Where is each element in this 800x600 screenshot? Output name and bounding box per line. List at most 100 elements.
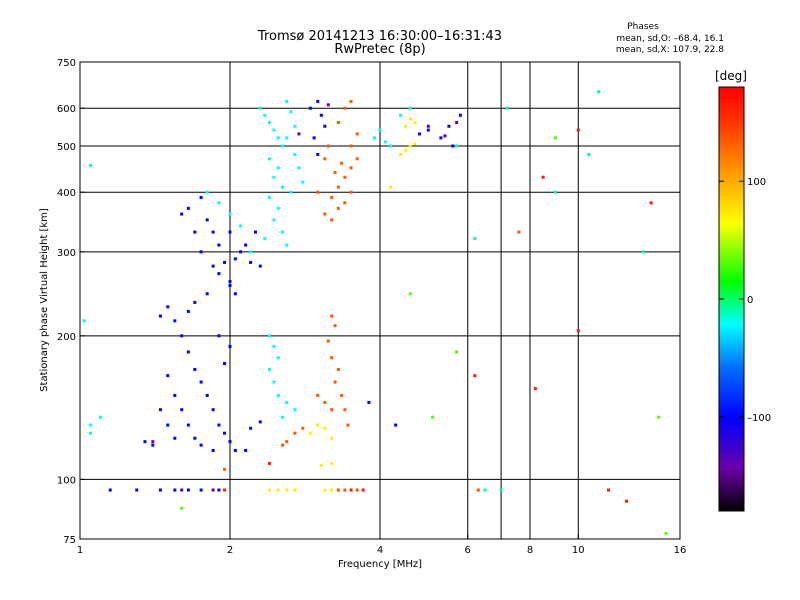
y-tick-label: 750: [57, 58, 76, 69]
data-point: [180, 488, 184, 492]
data-point: [451, 144, 455, 148]
data-point: [258, 264, 262, 268]
y-tick-label: 400: [57, 188, 76, 199]
data-point: [499, 488, 503, 492]
data-point: [293, 152, 297, 156]
chart-title: Tromsø 20141213 16:30:00–16:31:43: [257, 29, 502, 44]
data-point: [330, 195, 334, 199]
data-point: [228, 283, 232, 287]
data-point: [316, 190, 320, 194]
data-point: [361, 488, 365, 492]
y-tick-label: 100: [57, 475, 76, 486]
data-point: [82, 319, 86, 323]
data-point: [272, 128, 276, 132]
data-point: [228, 440, 232, 444]
data-point: [455, 144, 459, 148]
data-point: [373, 136, 377, 140]
data-point: [403, 124, 407, 128]
data-point: [211, 264, 215, 268]
x-tick-label: 10: [572, 545, 585, 556]
x-tick-label: 8: [527, 545, 533, 556]
data-point: [458, 113, 462, 117]
grid-layer: [80, 62, 680, 539]
data-point: [367, 400, 371, 404]
data-point: [349, 190, 353, 194]
data-point: [89, 423, 93, 427]
data-point: [186, 206, 190, 210]
data-point: [239, 250, 243, 254]
data-point: [319, 463, 323, 467]
data-point: [349, 166, 353, 170]
data-point: [249, 260, 253, 264]
data-point: [180, 506, 184, 510]
data-point: [244, 243, 248, 247]
data-point: [199, 250, 203, 254]
data-point: [228, 230, 232, 234]
data-point: [664, 532, 668, 536]
data-point: [517, 230, 521, 234]
data-point: [326, 144, 330, 148]
data-point: [276, 356, 280, 360]
data-points-layer: [82, 90, 668, 536]
data-point: [267, 157, 271, 161]
x-axis-label: Frequency [MHz]: [338, 559, 422, 570]
data-point: [323, 400, 327, 404]
data-point: [431, 415, 435, 419]
data-point: [281, 185, 285, 189]
data-point: [249, 250, 253, 254]
data-point: [343, 408, 347, 412]
data-point: [316, 423, 320, 427]
data-point: [89, 164, 93, 168]
data-point: [483, 488, 487, 492]
data-point: [267, 121, 271, 125]
data-point: [389, 185, 393, 189]
data-point: [233, 292, 237, 296]
data-point: [223, 260, 227, 264]
data-point: [211, 230, 215, 234]
data-point: [267, 334, 271, 338]
data-point: [349, 99, 353, 103]
data-point: [217, 272, 221, 276]
data-point: [408, 292, 412, 296]
data-point: [249, 426, 253, 430]
data-point: [228, 279, 232, 283]
data-point: [272, 175, 276, 179]
data-point: [199, 195, 203, 199]
data-point: [173, 393, 177, 397]
data-point: [389, 144, 393, 148]
data-point: [263, 236, 267, 240]
data-point: [326, 339, 330, 343]
data-point: [340, 393, 344, 397]
data-point: [166, 423, 170, 427]
data-point: [455, 121, 459, 125]
data-point: [533, 387, 537, 391]
data-point: [426, 124, 430, 128]
data-point: [349, 144, 353, 148]
data-point: [408, 144, 412, 148]
data-point: [228, 344, 232, 348]
data-point: [186, 423, 190, 427]
data-point: [199, 443, 203, 447]
data-point: [151, 440, 155, 444]
data-point: [205, 292, 209, 296]
data-point: [343, 106, 347, 110]
data-point: [355, 132, 359, 136]
y-tick-label: 200: [57, 332, 76, 343]
tick-layer: 1 2 4 6 8 10 16 75 100 200 300 400 500 600 750: [57, 58, 686, 556]
data-point: [267, 488, 271, 492]
data-point: [99, 415, 103, 419]
data-point: [180, 212, 184, 216]
data-point: [276, 206, 280, 210]
data-point: [173, 488, 177, 492]
data-point: [272, 380, 276, 384]
plot-frame: [79, 61, 681, 540]
data-point: [333, 170, 337, 174]
data-point: [319, 113, 323, 117]
data-point: [276, 136, 280, 140]
data-point: [383, 140, 387, 144]
data-point: [151, 443, 155, 447]
data-point: [308, 106, 312, 110]
data-point: [293, 408, 297, 412]
data-point: [223, 488, 227, 492]
data-point: [426, 128, 430, 132]
